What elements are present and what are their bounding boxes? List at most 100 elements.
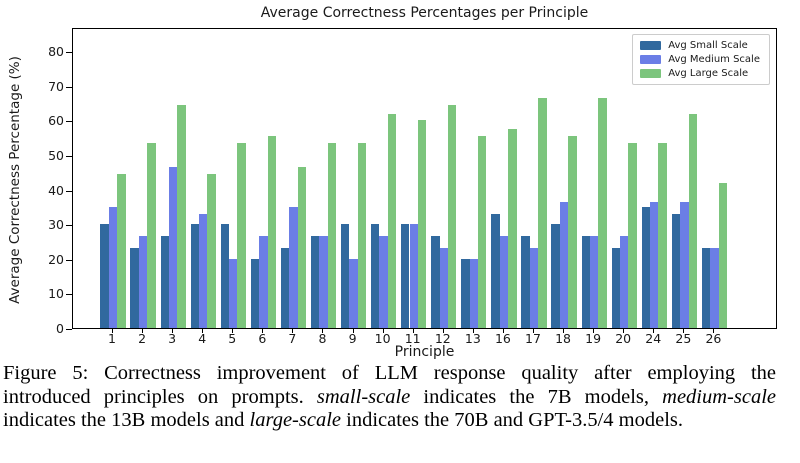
caption-line: introduced principles on prompts. small-… <box>3 386 776 410</box>
bar-avg-medium-scale-p7 <box>289 206 298 328</box>
x-tick-mark-icon <box>352 329 354 333</box>
x-tick-label: 10 <box>374 331 391 346</box>
x-tick-label: 3 <box>168 331 177 346</box>
x-tick-label: 2 <box>138 331 147 346</box>
x-axis-label: Principle <box>394 344 455 360</box>
plot-area: Avg Small Scale Avg Medium Scale Avg Large… <box>72 28 777 329</box>
bar-avg-large-scale-p7 <box>297 167 306 328</box>
legend-label: Avg Large Scale <box>668 68 749 79</box>
bar-avg-medium-scale-p11 <box>409 224 418 328</box>
x-tick-label: 26 <box>705 331 722 346</box>
bar-avg-medium-scale-p18 <box>559 201 569 328</box>
bar-avg-large-scale-p2 <box>147 142 156 328</box>
x-tick-label: 9 <box>348 331 357 346</box>
legend: Avg Small Scale Avg Medium Scale Avg Large… <box>632 34 770 85</box>
bar-avg-medium-scale-p17 <box>529 248 539 328</box>
legend-swatch-icon <box>640 41 662 50</box>
bar-avg-small-scale-p13 <box>461 258 470 328</box>
x-tick-mark-icon <box>472 329 474 333</box>
bar-avg-small-scale-p25 <box>671 213 681 328</box>
y-tick-mark-icon <box>66 156 72 157</box>
x-tick-mark-icon <box>202 329 204 333</box>
bar-avg-medium-scale-p1 <box>108 206 118 328</box>
bar-avg-medium-scale-p26 <box>710 248 719 328</box>
plot-inner <box>73 29 776 328</box>
y-tick-label: 40 <box>48 182 64 198</box>
bar-avg-large-scale-p3 <box>177 104 186 328</box>
bar-avg-small-scale-p18 <box>551 224 560 328</box>
caption-text: indicates the 70B and GPT-3.5/4 models. <box>341 409 684 431</box>
bar-avg-medium-scale-p12 <box>439 248 448 328</box>
chart-title: Average Correctness Percentages per Prin… <box>260 5 589 21</box>
bar-avg-small-scale-p19 <box>581 236 590 328</box>
bar-avg-large-scale-p26 <box>718 182 727 328</box>
x-tick-mark-icon <box>532 329 534 333</box>
caption-italic-term: medium-scale <box>662 385 776 408</box>
bar-avg-small-scale-p11 <box>401 224 410 328</box>
bar-avg-large-scale-p17 <box>538 97 547 328</box>
x-tick-label: 7 <box>288 331 297 346</box>
x-tick-label: 4 <box>198 331 207 346</box>
x-tick-label: 17 <box>525 331 541 346</box>
bar-avg-medium-scale-p10 <box>379 236 388 328</box>
y-tick-mark-icon <box>66 294 72 296</box>
bar-avg-medium-scale-p24 <box>650 201 659 328</box>
figure-caption: Figure 5: Correctness improvement of LLM… <box>3 362 776 433</box>
x-tick-mark-icon <box>292 329 294 333</box>
caption-text: introduced principles on prompts. <box>3 385 317 408</box>
x-tick-label: 18 <box>555 331 571 346</box>
y-tick-mark-icon <box>66 121 72 123</box>
bar-avg-small-scale-p3 <box>160 236 169 328</box>
y-tick-label: 20 <box>48 251 64 267</box>
bar-avg-medium-scale-p4 <box>199 213 208 328</box>
legend-item: Avg Large Scale <box>640 68 760 79</box>
chart-canvas: Average Correctness Percentages per Prin… <box>7 5 777 360</box>
y-tick-label: 10 <box>48 286 64 302</box>
bar-avg-medium-scale-p20 <box>619 236 629 328</box>
x-tick-mark-icon <box>563 329 565 333</box>
x-tick-label: 8 <box>318 331 327 346</box>
legend-label: Avg Small Scale <box>668 40 748 51</box>
x-tick-label: 19 <box>585 331 602 346</box>
x-tick-mark-icon <box>142 329 144 333</box>
legend-item: Avg Medium Scale <box>640 54 760 65</box>
bar-avg-small-scale-p2 <box>130 248 139 328</box>
bar-avg-medium-scale-p16 <box>499 236 509 328</box>
caption-text: indicates the 13B models and <box>3 409 250 431</box>
bar-avg-large-scale-p16 <box>508 129 517 328</box>
x-tick-mark-icon <box>623 329 625 333</box>
bar-avg-medium-scale-p13 <box>469 258 479 328</box>
bar-avg-small-scale-p12 <box>431 236 440 328</box>
bar-avg-small-scale-p7 <box>280 248 290 328</box>
legend-swatch-icon <box>640 69 662 78</box>
caption-line: Figure 5: Correctness improvement of LLM… <box>3 362 776 386</box>
x-tick-mark-icon <box>683 329 685 333</box>
x-tick-label: 25 <box>675 331 692 346</box>
bar-avg-large-scale-p13 <box>478 135 487 328</box>
bar-avg-small-scale-p16 <box>491 213 500 328</box>
bar-avg-large-scale-p8 <box>327 142 337 328</box>
x-tick-mark-icon <box>713 329 715 333</box>
x-tick-label: 6 <box>258 331 267 346</box>
bar-avg-small-scale-p17 <box>521 236 530 328</box>
y-tick-mark-icon <box>66 259 72 261</box>
x-tick-label: 13 <box>464 331 481 346</box>
bar-avg-small-scale-p1 <box>100 224 109 328</box>
bar-avg-large-scale-p5 <box>237 142 246 328</box>
bar-avg-medium-scale-p8 <box>319 236 328 328</box>
bar-avg-small-scale-p6 <box>250 258 260 328</box>
bar-avg-large-scale-p20 <box>628 142 637 328</box>
bar-avg-small-scale-p20 <box>611 248 620 328</box>
y-tick-mark-icon <box>66 329 72 330</box>
x-tick-mark-icon <box>382 329 384 333</box>
bar-avg-large-scale-p12 <box>447 104 457 328</box>
caption-text: Figure 5: Correctness improvement of LLM… <box>3 362 776 384</box>
bar-avg-medium-scale-p9 <box>349 258 358 328</box>
y-tick-label: 60 <box>48 113 64 129</box>
bar-avg-large-scale-p18 <box>568 135 577 328</box>
bar-avg-small-scale-p5 <box>220 224 230 328</box>
bar-avg-large-scale-p24 <box>658 142 667 328</box>
bar-avg-large-scale-p25 <box>688 113 697 328</box>
x-tick-label: 24 <box>645 331 662 346</box>
